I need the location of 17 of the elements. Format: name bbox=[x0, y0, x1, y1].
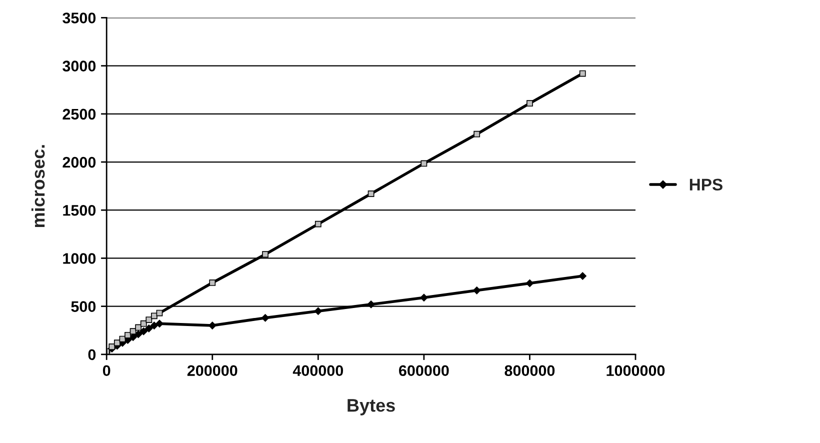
y-tick-label: 0 bbox=[88, 349, 96, 360]
y-tick-label: 3000 bbox=[62, 60, 96, 72]
y-tick-label: 2000 bbox=[62, 156, 96, 168]
x-tick-label: 600000 bbox=[399, 365, 449, 376]
y-axis-title: microsec. bbox=[31, 145, 45, 228]
y-tick-label: 3500 bbox=[62, 12, 96, 24]
legend-label: HPS bbox=[690, 178, 722, 191]
x-tick-label: 800000 bbox=[504, 365, 555, 376]
x-tick-label: 1000000 bbox=[606, 365, 665, 376]
y-tick-label: 2500 bbox=[62, 108, 96, 120]
x-tick-label: 0 bbox=[102, 365, 110, 376]
x-axis-title: Bytes bbox=[348, 399, 395, 416]
y-tick-label: 500 bbox=[71, 301, 96, 312]
x-tick-label: 400000 bbox=[292, 365, 344, 376]
y-tick-label: 1000 bbox=[63, 253, 96, 264]
x-tick-label: 200000 bbox=[187, 365, 238, 376]
y-tick-label: 1500 bbox=[63, 204, 96, 216]
